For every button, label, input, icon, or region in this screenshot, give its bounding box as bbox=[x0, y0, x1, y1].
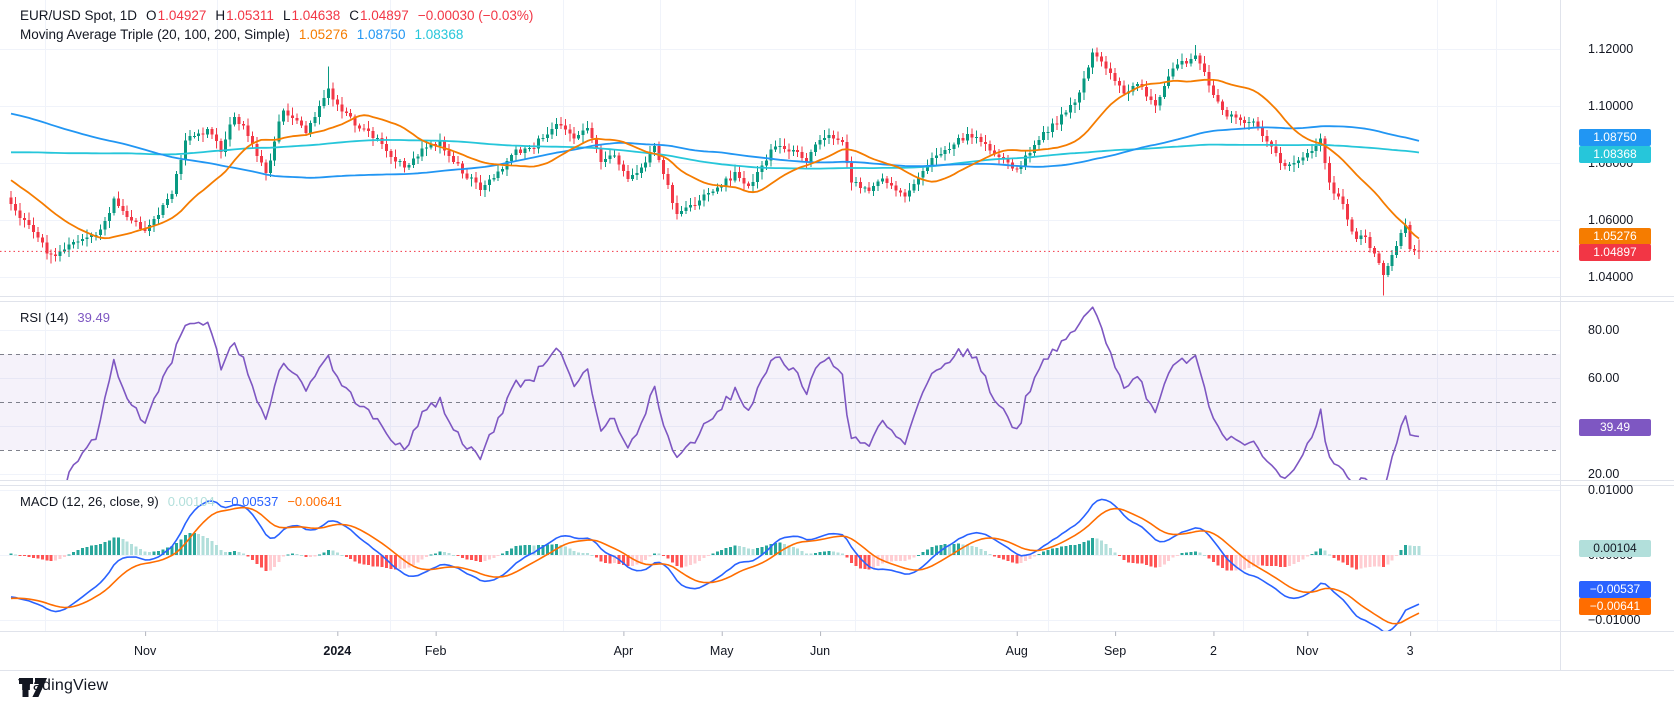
symbol-title[interactable]: EUR/USD Spot, 1D bbox=[20, 8, 138, 23]
price-tick: 1.06000 bbox=[1588, 213, 1634, 227]
ohlc-open: O 1.04927 bbox=[146, 8, 207, 23]
axis-badge-108750: 1.08750 bbox=[1579, 128, 1651, 146]
gridlines bbox=[0, 0, 1560, 631]
macd-histogram bbox=[9, 533, 1421, 571]
main-pane[interactable] bbox=[0, 0, 1560, 296]
axis-badge-104897: 1.04897 bbox=[1579, 243, 1651, 261]
axis-badge-108368: 1.08368 bbox=[1579, 145, 1651, 163]
macd-indicator-title[interactable]: MACD (12, 26, close, 9) bbox=[20, 494, 159, 509]
rsi-legend[interactable]: RSI (14) 39.49 bbox=[20, 310, 110, 325]
time-label-Jun: Jun bbox=[809, 644, 831, 658]
axis-badge-000537: −0.00537 bbox=[1579, 580, 1651, 598]
rsi-indicator-title[interactable]: RSI (14) bbox=[20, 310, 69, 325]
tradingview-mark-icon bbox=[19, 678, 47, 697]
time-label-Sep: Sep bbox=[1103, 644, 1127, 658]
time-label-2024: 2024 bbox=[323, 644, 352, 658]
ma-indicator-title[interactable]: Moving Average Triple (20, 100, 200, Sim… bbox=[20, 27, 290, 42]
time-label-Aug: Aug bbox=[1005, 644, 1028, 658]
rsi-tick: 80.00 bbox=[1588, 323, 1620, 337]
main-legend[interactable]: EUR/USD Spot, 1D O 1.04927 H 1.05311 L 1.04… bbox=[20, 8, 533, 23]
macd-tick: 0.01000 bbox=[1588, 483, 1634, 497]
macd-legend[interactable]: MACD (12, 26, close, 9) 0.00104 −0.00537… bbox=[20, 494, 342, 509]
price-tick: 1.12000 bbox=[1588, 42, 1634, 56]
time-label-2: 2 bbox=[1209, 644, 1217, 658]
ma20-value: 1.05276 bbox=[298, 27, 348, 42]
time-label-Feb: Feb bbox=[424, 644, 447, 658]
time-label-May: May bbox=[709, 644, 734, 658]
ma-legend[interactable]: Moving Average Triple (20, 100, 200, Sim… bbox=[20, 27, 463, 42]
ohlc-close: C 1.04897 bbox=[349, 8, 409, 23]
rsi-tick: 60.00 bbox=[1588, 371, 1620, 385]
macd-hist-value: 0.00104 bbox=[167, 494, 215, 509]
ohlc-high: H 1.05311 bbox=[215, 8, 274, 23]
rsi-line bbox=[66, 306, 1420, 481]
ma100-line bbox=[10, 112, 1420, 179]
price-change: −0.00030 (−0.03%) bbox=[417, 8, 534, 23]
ohlc-low: L 1.04638 bbox=[282, 8, 341, 23]
time-label-Nov: Nov bbox=[133, 644, 157, 658]
time-label-Nov: Nov bbox=[1296, 644, 1319, 658]
ma20-line bbox=[10, 78, 1420, 240]
axis-badge-000104: 0.00104 bbox=[1579, 539, 1651, 557]
rsi-pane[interactable] bbox=[0, 301, 1560, 481]
pane-separators bbox=[0, 0, 1674, 671]
time-label-3: 3 bbox=[1406, 644, 1414, 658]
axis-badge-000641: −0.00641 bbox=[1579, 597, 1651, 615]
macd-tick: −0.01000 bbox=[1588, 613, 1641, 627]
macd-signal-value: −0.00641 bbox=[287, 494, 342, 509]
time-label-Apr: Apr bbox=[613, 644, 634, 658]
time-axis-scale[interactable] bbox=[0, 631, 1560, 670]
axis-badge-105276: 1.05276 bbox=[1579, 227, 1651, 245]
rsi-tick: 20.00 bbox=[1588, 467, 1620, 481]
macd-signal-line bbox=[10, 506, 1420, 625]
price-tick: 1.10000 bbox=[1588, 99, 1634, 113]
tradingview-logo[interactable]: TradingView bbox=[18, 677, 108, 697]
price-tick: 1.04000 bbox=[1588, 270, 1634, 284]
macd-line-value: −0.00537 bbox=[223, 494, 279, 509]
axis-badge-3949: 39.49 bbox=[1579, 418, 1651, 436]
rsi-value: 39.49 bbox=[77, 310, 110, 325]
ma200-value: 1.08368 bbox=[414, 27, 464, 42]
ma100-value: 1.08750 bbox=[356, 27, 406, 42]
